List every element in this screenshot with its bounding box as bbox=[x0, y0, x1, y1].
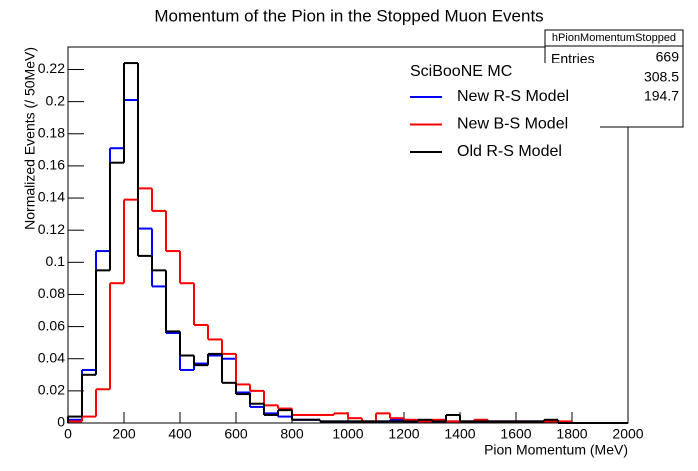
y-tick-label: 0.14 bbox=[38, 189, 65, 205]
y-tick-label: 0.1 bbox=[46, 253, 66, 269]
x-tick-label: 1200 bbox=[388, 426, 419, 442]
x-tick-label: 600 bbox=[224, 426, 248, 442]
legend-title: SciBooNE MC bbox=[410, 63, 512, 80]
x-axis-title: Pion Momentum (MeV) bbox=[484, 442, 628, 458]
legend-label: Old R-S Model bbox=[457, 143, 562, 160]
legend: SciBooNE MC New R-S Model New B-S Model Ol… bbox=[400, 63, 600, 171]
stats-value: 308.5 bbox=[644, 69, 679, 85]
x-tick-label: 2000 bbox=[612, 426, 643, 442]
x-tick-label: 400 bbox=[168, 426, 192, 442]
series bbox=[67, 187, 628, 424]
x-tick-label: 200 bbox=[112, 426, 136, 442]
plot: 0 200 400 600 800 1000 1200 1400 1600 1800 2000 0 0.… bbox=[38, 60, 644, 442]
y-tick-label: 0.04 bbox=[38, 349, 65, 365]
x-tick-label: 1600 bbox=[500, 426, 531, 442]
legend-label: New R-S Model bbox=[457, 88, 569, 105]
y-tick-label: 0 bbox=[57, 414, 65, 430]
y-tick-label: 0.02 bbox=[38, 382, 65, 398]
x-tick-label: 0 bbox=[64, 426, 72, 442]
y-tick-label: 0.18 bbox=[38, 124, 65, 140]
y-axis-title: Normalized Events (/ 50MeV) bbox=[22, 47, 38, 230]
stats-title: hPionMomentumStopped bbox=[552, 32, 676, 44]
y-tick-label: 0.2 bbox=[46, 92, 66, 108]
y-tick-label: 0.06 bbox=[38, 317, 65, 333]
y-tick-label: 0.22 bbox=[38, 60, 65, 76]
x-tick-label: 1800 bbox=[556, 426, 587, 442]
y-tick-label: 0.12 bbox=[38, 221, 65, 237]
stats-value: 194.7 bbox=[644, 88, 679, 104]
y-tick-label: 0.08 bbox=[38, 285, 65, 301]
x-tick-label: 1000 bbox=[332, 426, 363, 442]
x-tick-label: 800 bbox=[280, 426, 304, 442]
x-tick-label: 1400 bbox=[444, 426, 475, 442]
series bbox=[67, 62, 628, 424]
stats-label: Entries bbox=[551, 51, 595, 67]
chart-title: Momentum of the Pion in the Stopped Muon… bbox=[154, 6, 543, 25]
y-tick-label: 0.16 bbox=[38, 157, 65, 173]
stats-value: 669 bbox=[656, 49, 680, 65]
legend-label: New B-S Model bbox=[457, 116, 568, 133]
